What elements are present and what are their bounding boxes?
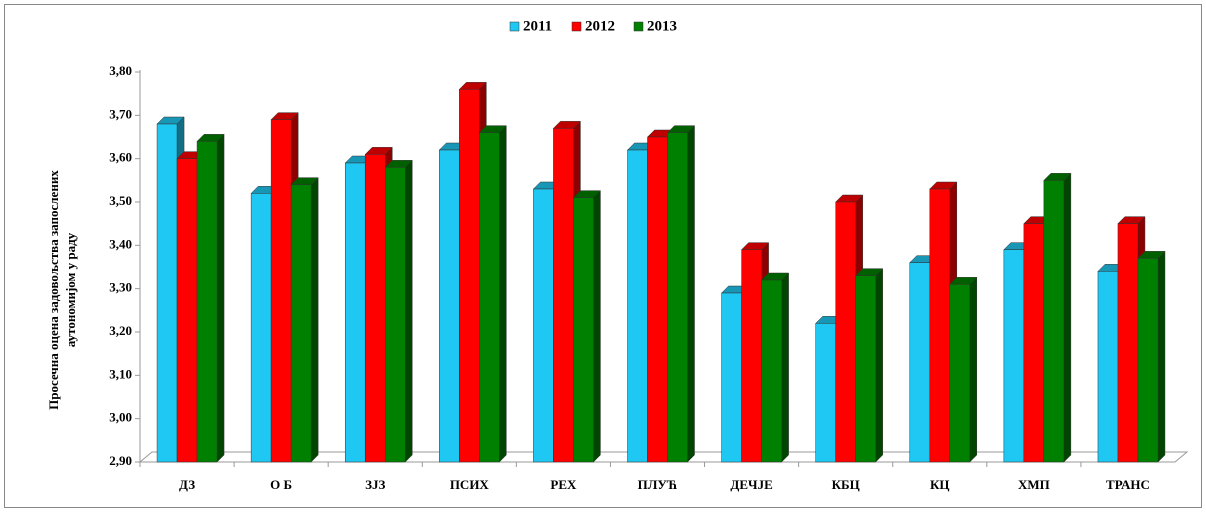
y-tick-label: 3,60 xyxy=(109,150,132,165)
bar-front xyxy=(667,132,688,463)
y-tick-label: 3,00 xyxy=(109,410,132,425)
x-tick-label: КЦ xyxy=(930,477,950,492)
bar xyxy=(760,272,790,463)
bar-front xyxy=(855,275,876,463)
bar-side xyxy=(1063,172,1072,463)
bar-front xyxy=(1023,223,1045,463)
bar-front xyxy=(196,141,218,463)
x-tick-label: ТРАНС xyxy=(1106,477,1150,492)
bar-front xyxy=(909,262,931,463)
bar-front xyxy=(553,128,574,463)
bar xyxy=(572,190,602,463)
y-axis-label: аутономијом у раду xyxy=(63,232,78,347)
bar-front xyxy=(156,123,178,463)
x-tick-label: КБЦ xyxy=(832,477,860,492)
x-tick-label: ДЗ xyxy=(179,477,195,492)
bar-front xyxy=(384,167,406,463)
legend-swatch xyxy=(509,21,520,32)
bar-front xyxy=(290,184,312,463)
bar xyxy=(1043,172,1072,463)
bar-front xyxy=(761,279,782,463)
bar-front xyxy=(533,188,554,463)
bar xyxy=(478,125,507,463)
bar-side xyxy=(310,177,319,463)
bar-front xyxy=(1137,258,1159,463)
bar-side xyxy=(875,268,883,463)
x-tick-label: ДЕЧЈЕ xyxy=(730,477,772,492)
x-tick-label: ПСИХ xyxy=(450,477,490,492)
x-tick-label: ХМП xyxy=(1018,477,1050,492)
bar-front xyxy=(1003,249,1025,463)
y-tick-label: 3,20 xyxy=(109,323,132,338)
legend-label: 2011 xyxy=(523,18,552,34)
legend-label: 2013 xyxy=(647,18,677,34)
bar-side xyxy=(781,272,789,463)
bar-front xyxy=(1043,180,1065,463)
x-tick-label: РЕХ xyxy=(550,477,577,492)
bar-front xyxy=(479,132,500,463)
x-tick-label: ПЛУЋ xyxy=(638,477,678,492)
x-tick-label: ЗЈЗ xyxy=(365,477,385,492)
bar-front xyxy=(721,292,742,463)
bar-side xyxy=(687,125,695,463)
bar-front xyxy=(949,284,971,463)
bar-front xyxy=(344,162,366,463)
bar-front xyxy=(815,323,836,463)
bar-side xyxy=(1157,250,1166,463)
legend-swatch xyxy=(571,21,582,32)
y-tick-label: 3,70 xyxy=(109,106,132,121)
bar xyxy=(855,268,884,463)
bar-front xyxy=(250,193,272,463)
y-tick-label: 3,10 xyxy=(109,366,132,381)
bar-front xyxy=(647,136,668,463)
bar-front xyxy=(627,149,648,463)
bar-side xyxy=(499,125,507,463)
y-tick-label: 3,80 xyxy=(109,63,132,78)
bar xyxy=(949,276,978,463)
bar-front xyxy=(835,201,856,463)
y-tick-label: 3,50 xyxy=(109,193,132,208)
bar-front xyxy=(1097,271,1119,463)
bar-side xyxy=(404,159,413,463)
legend-swatch xyxy=(633,21,644,32)
bar-front xyxy=(439,149,460,463)
x-tick-label: О Б xyxy=(270,477,292,492)
y-tick-label: 3,40 xyxy=(109,236,132,251)
bar-front xyxy=(459,89,480,463)
legend-label: 2012 xyxy=(585,18,615,34)
bar xyxy=(1137,250,1166,463)
bar-side xyxy=(969,276,978,463)
bar-side xyxy=(593,190,601,463)
bar xyxy=(666,125,696,463)
bar xyxy=(196,133,225,463)
y-axis-label: Просечна оцена задовољства запослених xyxy=(46,170,61,410)
bar-front xyxy=(741,249,762,463)
bar-side xyxy=(216,133,225,463)
bar xyxy=(384,159,413,463)
bar-front xyxy=(176,158,198,463)
y-tick-label: 2,90 xyxy=(109,453,132,468)
bar-front xyxy=(364,154,386,463)
bar-front xyxy=(270,119,292,463)
bar-front xyxy=(573,197,594,463)
bar-front xyxy=(1117,223,1139,463)
bar xyxy=(290,177,319,463)
bar-front xyxy=(929,188,951,463)
y-tick-label: 3,30 xyxy=(109,280,132,295)
